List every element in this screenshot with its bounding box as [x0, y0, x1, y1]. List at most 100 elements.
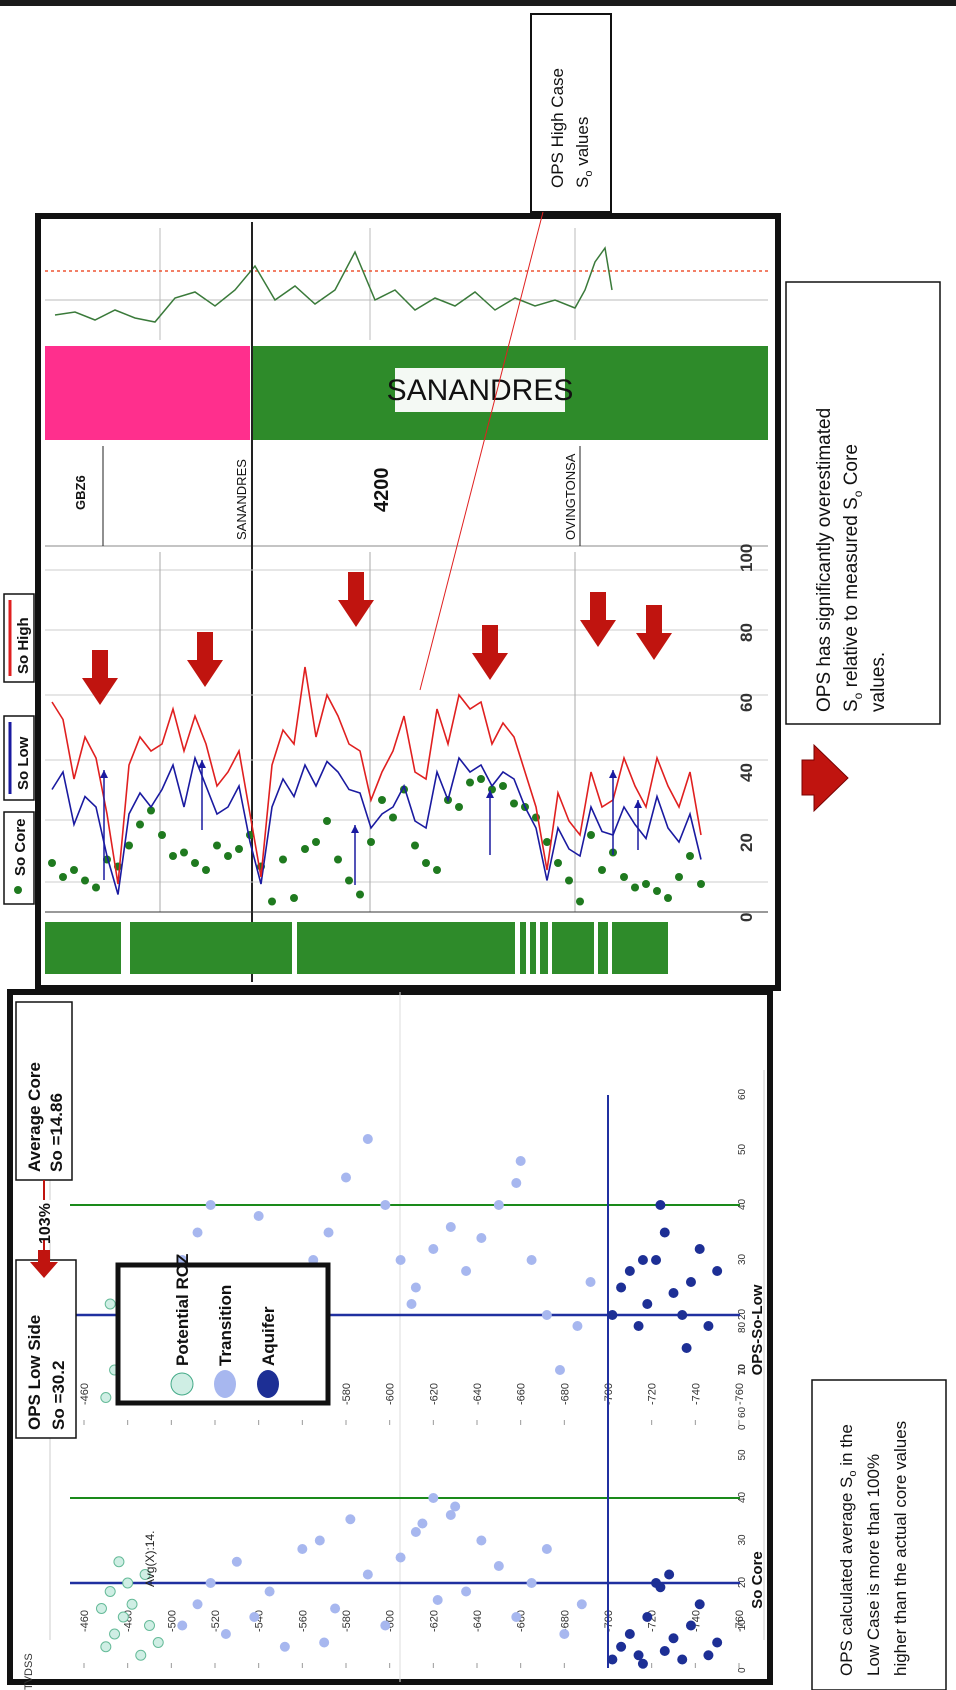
crossplot-point: [694, 1599, 705, 1610]
value-tick-label: 10: [737, 1619, 748, 1631]
so-core-point: [70, 866, 78, 874]
crossplot-point: [541, 1310, 552, 1320]
gap-arrow-head: [609, 770, 617, 778]
crossplot-point: [192, 1599, 203, 1610]
depth-tick-label: -680: [559, 1610, 571, 1632]
peak-arrow: [636, 605, 672, 660]
so-core-point: [334, 855, 342, 864]
legend-so-high: So High: [3, 593, 35, 683]
depth-tick-label: -640: [472, 1610, 484, 1632]
percent-label: 103%: [37, 1203, 54, 1244]
value-tick-label: 40: [737, 1198, 748, 1210]
so-low-line: [51, 755, 702, 895]
crossplot-point: [511, 1178, 522, 1188]
depth-tick-label: -580: [341, 1383, 353, 1405]
avg-core-box: Average Core So =14.86: [15, 1001, 73, 1181]
so-core-point: [59, 873, 67, 881]
crossplot-point: [450, 1501, 461, 1512]
zone-pink: [45, 346, 250, 440]
peak-arrow: [580, 592, 616, 647]
x-tick-label: 60: [737, 693, 756, 712]
crossplot-point: [341, 1172, 351, 1183]
crossplot-point: [703, 1650, 714, 1661]
crossplot-point: [122, 1577, 134, 1589]
svg-text:Transition: Transition: [216, 1285, 235, 1366]
depth-axis-label: TVDSS: [23, 1653, 35, 1690]
crossplot-point: [685, 1620, 696, 1631]
svg-text:higher than the actual core va: higher than the actual core values: [891, 1421, 910, 1676]
so-core-point: [191, 859, 199, 867]
top-sanandres: SANANDRES: [234, 459, 249, 540]
depth-tick-label: -620: [428, 1383, 440, 1405]
crossplot-point: [637, 1255, 648, 1265]
svg-text:So Low: So Low: [15, 736, 32, 790]
crossplot-point: [668, 1288, 679, 1298]
so-core-point: [543, 838, 551, 846]
value-tick-label: 10: [737, 1363, 748, 1375]
so-core-point: [158, 831, 166, 839]
x-tick-label: 100: [737, 544, 756, 572]
depth-tick-label: -520: [210, 1610, 222, 1632]
top-rule: [0, 0, 956, 6]
crossplot-point: [677, 1310, 688, 1320]
crossplot-point: [323, 1227, 334, 1238]
depth-tick-label: -720: [647, 1383, 659, 1405]
crossplot-point: [659, 1227, 670, 1238]
gap-arrow-head: [100, 770, 108, 778]
crossplot-point: [380, 1620, 391, 1631]
x-tick-label: 80: [737, 623, 756, 642]
so-core-point: [125, 841, 133, 850]
so-core-point: [422, 859, 430, 867]
crossplot-point: [410, 1282, 421, 1293]
crossplot-point: [264, 1586, 275, 1597]
crossplot-point: [526, 1255, 537, 1265]
top-4200: 4200: [371, 468, 393, 513]
crossplot-point: [461, 1586, 472, 1597]
crossplot-point: [406, 1299, 417, 1309]
crossplot-point: [100, 1392, 112, 1403]
so-core-point: [664, 894, 672, 902]
log-x-ticks: 0 20 40 60 80 100: [737, 544, 756, 922]
so-core-point: [686, 852, 694, 860]
crossplot-point: [417, 1518, 428, 1529]
crossplot-point: [572, 1321, 583, 1331]
gap-arrow-head: [351, 825, 359, 833]
crossplot-point: [461, 1266, 472, 1276]
crossplot-point: [607, 1310, 618, 1320]
crossplot-point: [104, 1298, 116, 1310]
crossplot-point: [476, 1233, 487, 1243]
svg-text:So relative to measured So Cor: So relative to measured So Core: [841, 444, 865, 712]
svg-text:OPS High Case: OPS High Case: [548, 68, 567, 188]
depth-tick-label: -460: [79, 1610, 91, 1632]
crossplot-point: [642, 1299, 653, 1309]
value-tick-label: 60: [737, 1088, 748, 1100]
so-core-point: [675, 873, 683, 881]
depth-tick-label: -560: [297, 1610, 309, 1632]
svg-text:OPS calculated average So in t: OPS calculated average So in the: [837, 1424, 859, 1676]
so-core-point: [466, 778, 474, 787]
crossplot-point: [117, 1611, 129, 1623]
crossplot-point: [681, 1343, 692, 1353]
depth-tick-label: -500: [166, 1610, 178, 1632]
crossplot-point: [126, 1598, 138, 1610]
crossplot-point: [476, 1535, 487, 1546]
high-case-callout: OPS High Case So values: [530, 13, 612, 213]
crossplot-legend: Potential ROZ Transition Aquifer: [115, 1254, 331, 1406]
svg-text:So Core: So Core: [12, 818, 29, 876]
depth-tick-label: -600: [385, 1383, 397, 1405]
so-core-point: [587, 831, 595, 839]
crossplot-point: [655, 1582, 666, 1593]
svg-text:So =30.2: So =30.2: [49, 1361, 68, 1430]
depth-tick-label: -680: [559, 1383, 571, 1405]
svg-text:OPS Low Side: OPS Low Side: [25, 1315, 44, 1430]
avg-annotation: Avg(X):14.: [143, 1531, 157, 1587]
svg-text:So =14.86: So =14.86: [47, 1093, 66, 1172]
crossplot-point: [135, 1649, 147, 1661]
so-core-point: [268, 897, 276, 906]
crossplot-axis-label: OPS-So-Low: [749, 1284, 766, 1375]
high-case-line1: OPS High Case: [548, 68, 567, 188]
x-tick-label: 0: [737, 913, 756, 922]
svg-text:So values: So values: [573, 117, 595, 188]
crossplot-point: [314, 1535, 325, 1546]
crossplot-point: [192, 1227, 203, 1238]
